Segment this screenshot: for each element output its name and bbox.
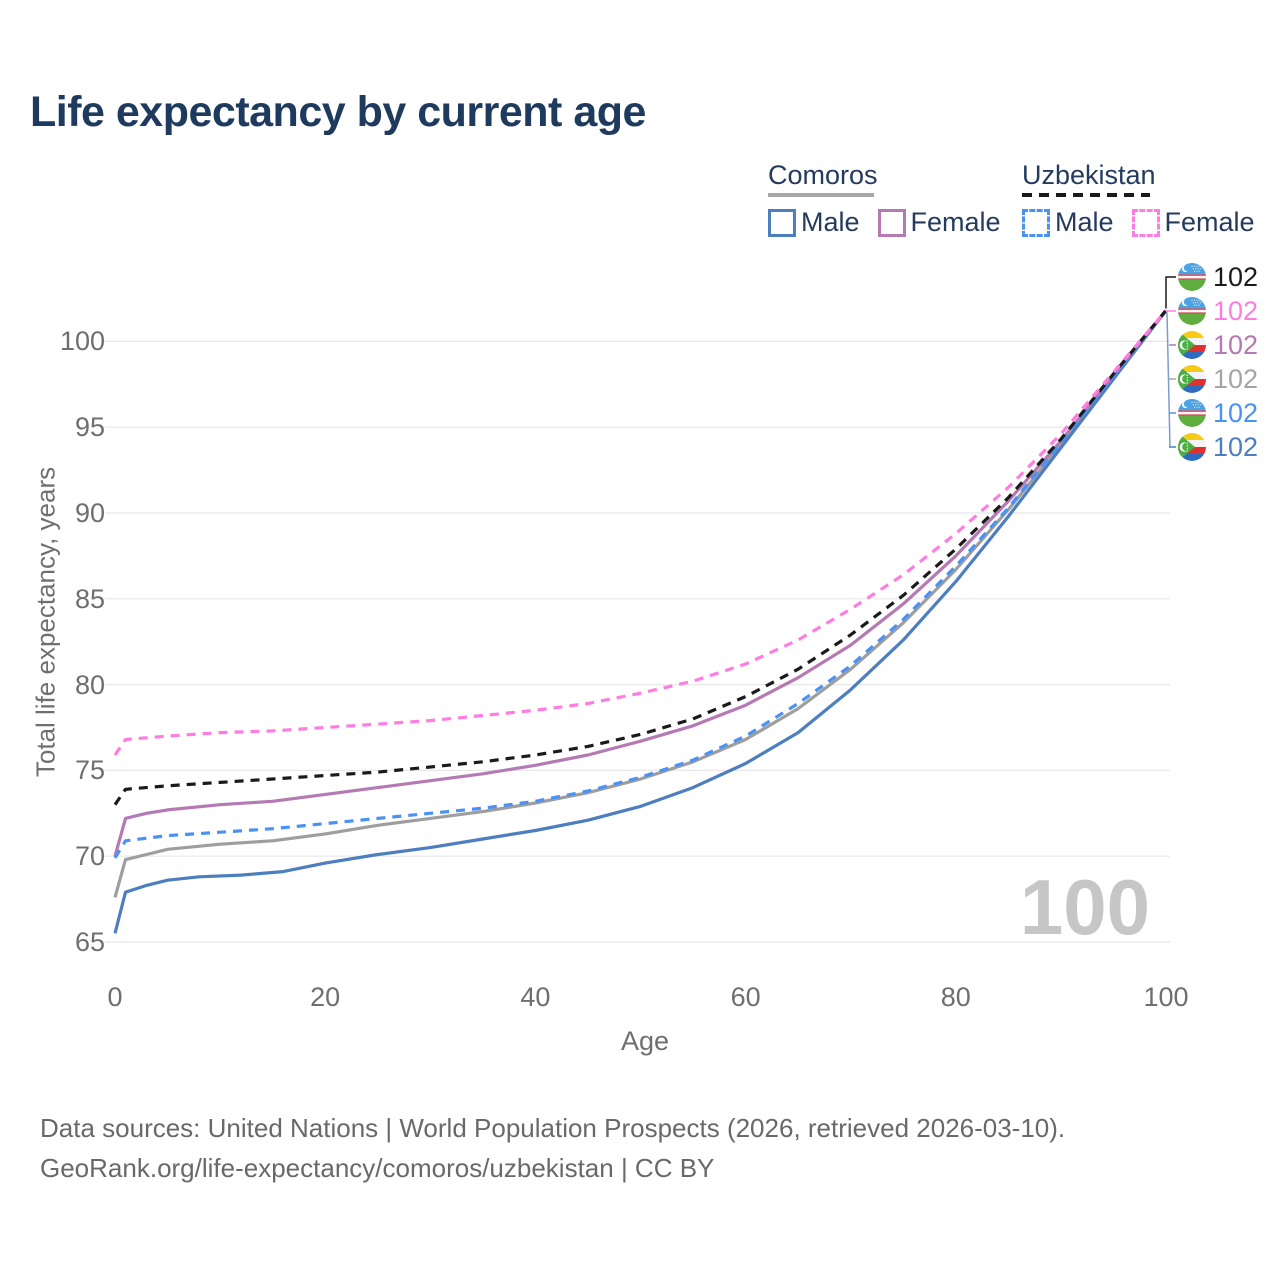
- end-label-value: 102: [1213, 398, 1259, 428]
- end-label-value: 102: [1213, 364, 1259, 394]
- end-label-comoros-5[interactable]: 102: [1178, 433, 1258, 461]
- legend-item-label: Female: [910, 207, 1001, 237]
- y-tick-label-100: 100: [59, 326, 105, 357]
- series-line-uzbekistan-female[interactable]: [113, 309, 1168, 756]
- legend-country-comoros[interactable]: Comoros: [768, 160, 878, 190]
- uzbekistan-flag-icon: [1178, 263, 1206, 291]
- leader-line-black: [1165, 276, 1176, 309]
- end-label-comoros-2[interactable]: 102: [1178, 331, 1258, 359]
- legend-group-comoros: Comoros Male Female: [768, 160, 1019, 238]
- x-tick-label-80: 80: [940, 982, 971, 1012]
- legend-item-comoros-male[interactable]: Male: [768, 207, 860, 238]
- leader-line-blue: [1166, 312, 1171, 448]
- legend-swatch: [768, 208, 796, 237]
- legend-swatch: [1022, 208, 1050, 237]
- legend-group-uzbekistan: Uzbekistan Male Female: [1022, 160, 1273, 238]
- x-tick-label-0: 0: [107, 982, 123, 1012]
- legend-item-label: Male: [1055, 207, 1114, 237]
- y-tick-label-95: 95: [74, 412, 105, 443]
- uzbekistan-flag-icon: [1178, 297, 1206, 325]
- end-label-uzbekistan-4[interactable]: 102: [1178, 399, 1258, 427]
- legend-item-label: Male: [801, 207, 860, 237]
- legend-item-uzbekistan-male[interactable]: Male: [1022, 207, 1114, 238]
- y-tick-label-85: 85: [74, 583, 105, 614]
- y-tick-label-70: 70: [74, 841, 105, 872]
- x-tick-label-40: 40: [520, 982, 551, 1012]
- page-title: Life expectancy by current age: [30, 88, 646, 136]
- end-label-value: 102: [1213, 330, 1259, 360]
- end-label-value: 102: [1213, 432, 1259, 462]
- y-tick-label-80: 80: [74, 669, 105, 700]
- legend-country-uzbekistan[interactable]: Uzbekistan: [1022, 160, 1156, 190]
- legend-item-uzbekistan-female[interactable]: Female: [1131, 207, 1255, 238]
- end-label-uzbekistan-1[interactable]: 102: [1178, 297, 1258, 325]
- series-line-comoros-female[interactable]: [113, 309, 1168, 857]
- legend-swatch: [877, 208, 906, 237]
- comoros-flag-icon: [1178, 331, 1206, 359]
- legend-item-comoros-female[interactable]: Female: [877, 207, 1001, 238]
- x-tick-label-20: 20: [310, 982, 341, 1012]
- series-line-comoros-both[interactable]: [113, 309, 1168, 898]
- series-line-comoros-male[interactable]: [113, 309, 1168, 934]
- legend-item-label: Female: [1164, 207, 1255, 237]
- footer: Data sources: United Nations | World Pop…: [40, 1108, 1065, 1188]
- series-line-uzbekistan-male[interactable]: [113, 309, 1168, 859]
- legend-underline-dashed: [1022, 193, 1150, 197]
- comoros-flag-icon: [1178, 365, 1206, 393]
- age-counter-watermark: 100: [1019, 863, 1150, 951]
- comoros-flag-icon: [1178, 433, 1206, 461]
- y-tick-label-65: 65: [74, 927, 105, 957]
- legend-underline-solid: [768, 193, 874, 197]
- end-label-comoros-3[interactable]: 102: [1178, 365, 1258, 393]
- end-label-uzbekistan-0[interactable]: 102: [1178, 263, 1258, 291]
- x-tick-label-100: 100: [1143, 982, 1189, 1012]
- legend-swatch: [1131, 208, 1160, 237]
- x-tick-label-60: 60: [730, 982, 761, 1012]
- data-sources-text: Data sources: United Nations | World Pop…: [40, 1113, 1066, 1143]
- uzbekistan-flag-icon: [1178, 399, 1206, 427]
- end-label-value: 102: [1213, 262, 1259, 292]
- y-tick-label-90: 90: [74, 498, 105, 528]
- y-tick-label-75: 75: [74, 755, 105, 786]
- end-label-value: 102: [1213, 296, 1259, 326]
- attribution-url-text: GeoRank.org/life-expectancy/comoros/uzbe…: [40, 1153, 715, 1183]
- x-axis-title: Age: [620, 1026, 670, 1056]
